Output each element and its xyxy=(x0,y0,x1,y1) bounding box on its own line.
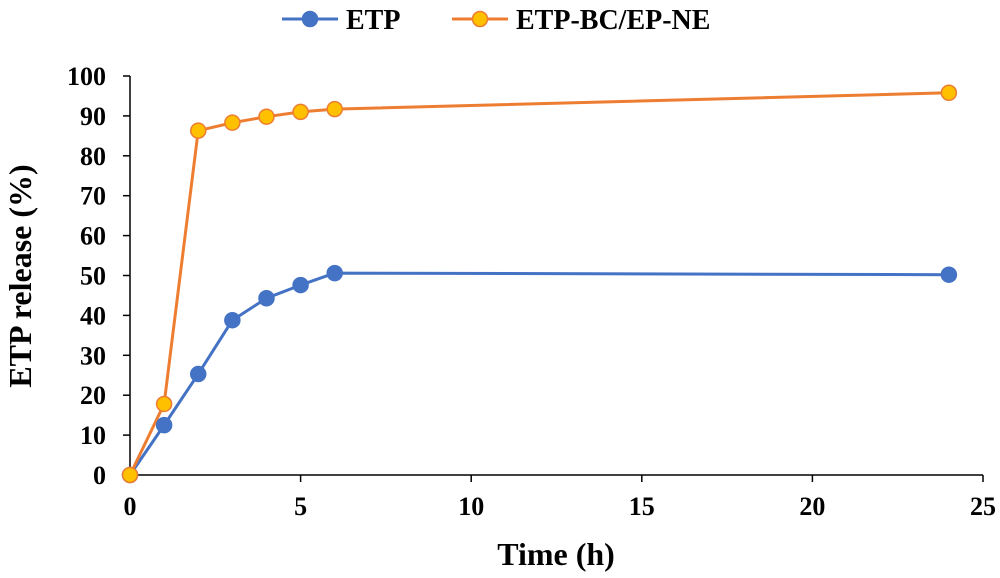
y-tick-label: 50 xyxy=(80,262,106,291)
legend-marker-etp-bc-ep-ne xyxy=(471,10,489,28)
y-tick-label: 20 xyxy=(80,381,106,410)
data-point-etp-bc-ep-ne xyxy=(940,84,958,102)
x-tick-label: 10 xyxy=(458,492,484,521)
x-tick-label: 5 xyxy=(294,492,307,521)
data-point-etp xyxy=(292,276,309,294)
legend-label-etp-bc-ep-ne: ETP-BC/EP-NE xyxy=(516,5,710,36)
data-point-etp-bc-ep-ne xyxy=(121,466,139,484)
y-tick-label: 40 xyxy=(80,301,106,330)
x-tick-label: 25 xyxy=(970,492,996,521)
data-point-etp-bc-ep-ne xyxy=(224,114,241,131)
legend-label-etp: ETP xyxy=(346,5,400,36)
series-line-etp xyxy=(128,271,949,476)
legend-item-etp-bc-ep-ne: ETP-BC/EP-NE xyxy=(452,5,710,36)
data-point-etp-bc-ep-ne xyxy=(155,395,173,413)
x-tick-label: 15 xyxy=(629,492,655,521)
data-point-etp xyxy=(155,416,173,434)
data-point-etp-bc-ep-ne xyxy=(292,103,309,121)
x-tick-label: 0 xyxy=(124,492,137,521)
data-point-etp xyxy=(224,311,241,329)
y-tick-label: 0 xyxy=(93,461,106,490)
data-point-etp xyxy=(326,264,343,282)
y-tick-label: 30 xyxy=(80,341,106,370)
data-point-etp-bc-ep-ne xyxy=(258,108,275,125)
y-tick-label: 70 xyxy=(80,182,106,211)
y-axis-title: ETP release (%) xyxy=(2,164,38,387)
series-layer xyxy=(121,84,958,484)
data-point-etp xyxy=(940,266,958,283)
y-tick-label: 90 xyxy=(80,102,106,131)
series-line-etp-bc-ep-ne xyxy=(128,91,949,476)
y-tick-label: 60 xyxy=(80,222,106,251)
y-tick-label: 80 xyxy=(80,142,106,171)
x-axis-title: Time (h) xyxy=(497,536,615,572)
y-tick-label: 100 xyxy=(67,62,106,91)
y-axis-ticks: 0 10 20 30 40 50 60 70 80 90 100 xyxy=(67,62,130,490)
data-point-etp-bc-ep-ne xyxy=(189,122,207,139)
x-tick-label: 20 xyxy=(799,492,825,521)
legend-marker-etp xyxy=(301,10,319,28)
y-tick-label: 10 xyxy=(80,421,106,450)
data-point-etp-bc-ep-ne xyxy=(326,100,343,118)
legend-item-etp: ETP xyxy=(282,5,400,36)
data-point-etp xyxy=(258,289,275,307)
legend: ETP ETP-BC/EP-NE xyxy=(282,5,710,36)
data-point-etp xyxy=(189,365,207,383)
x-axis-ticks: 0 5 10 15 20 25 xyxy=(124,475,996,521)
